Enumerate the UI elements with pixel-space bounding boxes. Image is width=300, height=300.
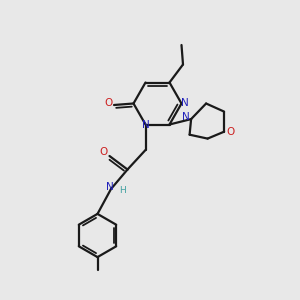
Text: O: O	[104, 98, 113, 109]
Text: N: N	[181, 98, 189, 109]
Text: O: O	[226, 127, 235, 137]
Text: N: N	[106, 182, 113, 193]
Text: N: N	[182, 112, 190, 122]
Text: N: N	[142, 119, 149, 130]
Text: O: O	[99, 147, 108, 158]
Text: H: H	[119, 186, 126, 195]
